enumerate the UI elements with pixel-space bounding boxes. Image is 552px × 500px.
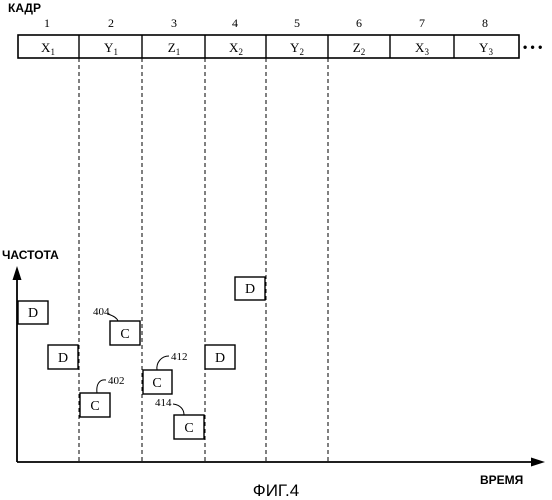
block-d4: D — [235, 277, 265, 300]
frame-number-7: 7 — [419, 16, 425, 30]
frame-number-1: 1 — [44, 16, 50, 30]
frame-number-5: 5 — [294, 16, 300, 30]
frame-number-2: 2 — [108, 16, 114, 30]
frame-numbers: 1 2 3 4 5 6 7 8 — [44, 16, 488, 30]
block-c414: C — [174, 415, 204, 439]
frame-strip: X1 Y1 Z1 X2 Y2 Z2 X3 Y3 • • • — [18, 35, 542, 58]
figure-caption: ФИГ.4 — [253, 481, 299, 500]
transmission-blocks: D D C C C C D D — [18, 277, 265, 439]
frame-cell-4: X2 — [229, 40, 243, 57]
frame-cell-6: Z2 — [353, 40, 365, 57]
svg-text:C: C — [152, 376, 161, 391]
frame-header-label: КАДР — [8, 1, 41, 15]
ref-leader-414 — [173, 404, 184, 415]
y-axis-label: ЧАСТОТА — [2, 248, 59, 262]
block-d1: D — [18, 301, 48, 324]
x-axis-arrow-icon — [531, 458, 545, 467]
frame-number-3: 3 — [171, 16, 177, 30]
ref-leader-412 — [157, 356, 169, 370]
frame-ellipsis: • • • — [523, 40, 542, 54]
frame-cell-2: Y1 — [104, 40, 118, 57]
svg-text:C: C — [184, 421, 193, 436]
ref-label-404: 404 — [93, 306, 110, 318]
ref-label-414: 414 — [155, 397, 172, 409]
block-c404: C — [110, 321, 140, 345]
block-c412: C — [143, 370, 172, 394]
frame-cells: X1 Y1 Z1 X2 Y2 Z2 X3 Y3 — [41, 40, 493, 57]
svg-text:D: D — [58, 351, 68, 366]
x-axis-label: ВРЕМЯ — [480, 473, 523, 487]
frame-cell-1: X1 — [41, 40, 55, 57]
frame-boundary-lines — [79, 58, 328, 462]
frame-cell-7: X3 — [415, 40, 429, 57]
ref-label-402: 402 — [108, 375, 125, 387]
frame-cell-8: Y3 — [479, 40, 493, 57]
frame-number-6: 6 — [356, 16, 362, 30]
svg-text:C: C — [90, 399, 99, 414]
block-d3: D — [205, 345, 235, 369]
frame-dividers — [79, 35, 454, 58]
ref-leader-402 — [97, 380, 106, 393]
frame-strip-border — [18, 35, 519, 58]
svg-text:D: D — [28, 306, 38, 321]
frame-cell-5: Y2 — [290, 40, 304, 57]
frame-cell-3: Z1 — [168, 40, 180, 57]
y-axis-arrow-icon — [13, 266, 22, 280]
frame-number-8: 8 — [482, 16, 488, 30]
svg-text:D: D — [215, 351, 225, 366]
svg-text:C: C — [120, 327, 129, 342]
ref-label-412: 412 — [171, 351, 188, 363]
block-c402: C — [80, 393, 110, 417]
ref-leader-404 — [108, 314, 118, 321]
frame-number-4: 4 — [232, 16, 238, 30]
svg-text:D: D — [245, 282, 255, 297]
block-d2: D — [48, 345, 78, 369]
